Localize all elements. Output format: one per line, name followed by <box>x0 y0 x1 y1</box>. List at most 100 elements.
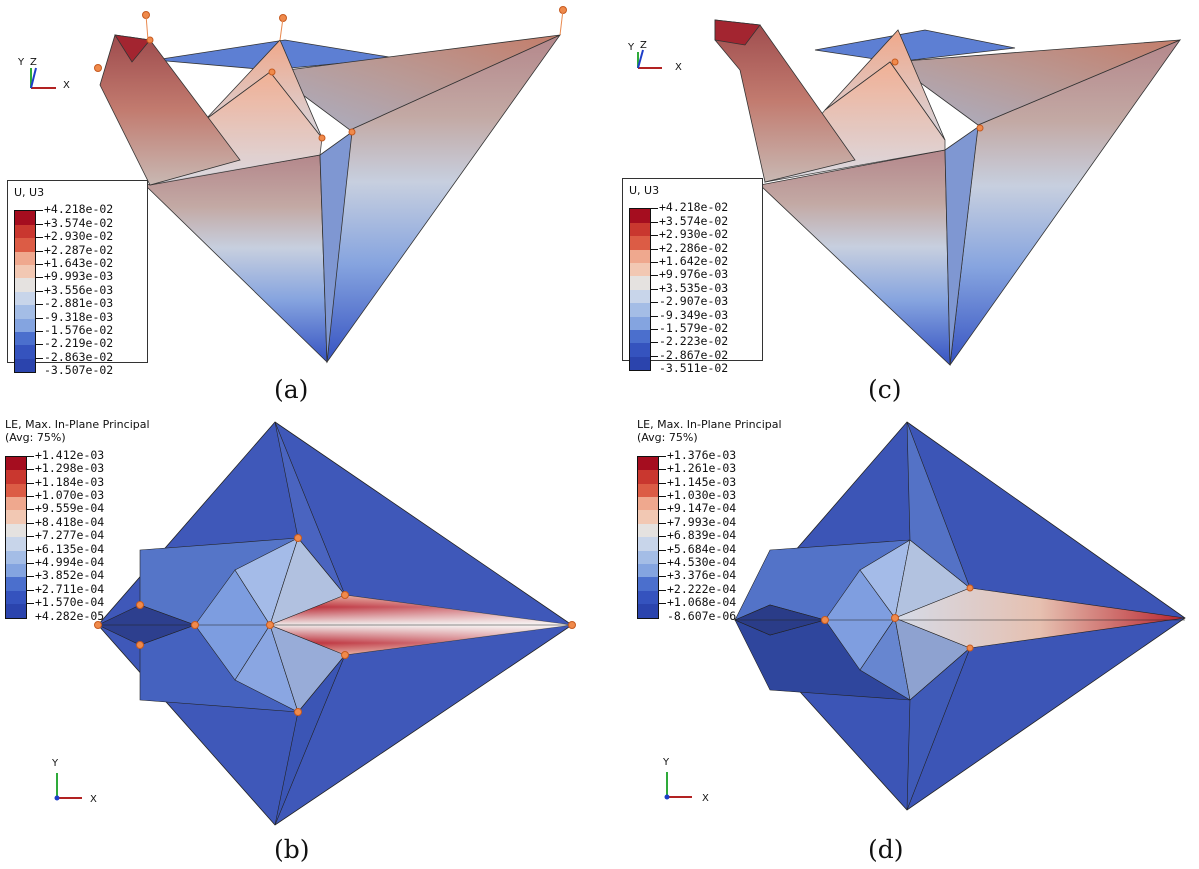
legend-swatch <box>15 290 43 306</box>
axis-y-label: Y <box>51 758 59 769</box>
caption-c: (c) <box>868 375 902 404</box>
axis-x-label: X <box>63 80 70 91</box>
legend-swatch <box>6 576 34 591</box>
legend-value: -8.607e-06 <box>667 608 737 623</box>
axis-triad: Y Z X <box>627 40 682 73</box>
legend-swatch <box>638 576 666 591</box>
legend-value: +3.556e-03 <box>44 282 114 297</box>
legend-value: +3.574e-02 <box>659 213 729 228</box>
legend-swatch <box>630 342 658 357</box>
legend-value: +3.535e-03 <box>659 280 729 295</box>
legend-swatch <box>15 223 43 239</box>
axis-y-label: Y <box>662 757 670 768</box>
legend-swatch <box>6 562 34 578</box>
legend-swatch <box>15 317 43 332</box>
legend-value: -2.863e-02 <box>44 349 114 364</box>
legend-value: +1.145e-03 <box>667 474 737 489</box>
legend-swatch <box>630 328 658 344</box>
legend-title: LE, Max. In-Plane Principal (Avg: 75%) <box>637 418 782 445</box>
legend-swatch <box>630 275 658 290</box>
legend-swatch <box>630 248 658 263</box>
legend-value: -3.511e-02 <box>659 361 729 376</box>
legend-swatch <box>6 455 34 471</box>
legend-value: +5.684e-04 <box>667 541 737 556</box>
legend-value: -1.576e-02 <box>44 323 114 337</box>
legend-swatch <box>638 522 666 538</box>
legend-swatch <box>6 495 34 511</box>
axis-y-label: Y <box>627 42 635 53</box>
axis-z-label: Z <box>30 57 37 68</box>
legend-swatch <box>15 250 43 265</box>
legend-c: U, U3 +4.218e-02 +3.574e-02 +2.930e-02 +2.2… <box>622 178 763 375</box>
legend-value: -1.579e-02 <box>659 321 729 335</box>
legend-value: +4.530e-04 <box>667 555 737 569</box>
legend-value: +9.559e-04 <box>35 501 105 516</box>
legend-swatch <box>6 536 34 551</box>
displacement-model-c: Y Z X <box>627 19 1182 366</box>
legend-swatch <box>638 509 666 524</box>
legend-swatch <box>15 304 43 319</box>
legend-value: +3.376e-04 <box>667 568 737 583</box>
legend-value: +1.642e-02 <box>659 254 729 268</box>
legend-swatch <box>15 210 43 225</box>
legend-value: +1.184e-03 <box>35 474 105 489</box>
legend-swatch <box>638 549 666 564</box>
legend-colorbar <box>14 210 43 374</box>
legend-value: +1.070e-03 <box>35 488 105 502</box>
legend-value: +4.218e-02 <box>659 200 729 215</box>
legend-swatch <box>6 549 34 564</box>
boundary-markers <box>94 6 567 142</box>
legend-value: +4.994e-04 <box>35 555 105 569</box>
legend-swatch <box>6 589 34 605</box>
displacement-model-a: Y Z X <box>17 6 567 364</box>
legend-swatch <box>15 263 43 279</box>
axis-triad: Y X <box>662 757 709 804</box>
legend-title: U, U3 <box>629 184 660 197</box>
legend-value: +1.068e-04 <box>667 595 737 610</box>
legend-value: +1.643e-02 <box>44 256 114 270</box>
legend-value: +4.218e-02 <box>44 202 114 217</box>
axis-x-label: X <box>90 794 97 805</box>
legend-swatch <box>630 355 658 371</box>
legend-value: -2.223e-02 <box>659 334 729 349</box>
legend-title: U, U3 <box>14 186 45 199</box>
legend-a: U, U3 +4.218e-02 +3.574e-02 +2.930e-02 +2.2… <box>7 180 148 377</box>
caption-a: (a) <box>274 375 309 404</box>
legend-b: LE, Max. In-Plane Principal (Avg: 75%) +… <box>5 418 165 623</box>
legend-value: +4.282e-05 <box>35 608 105 623</box>
legend-value: +6.839e-04 <box>667 528 737 543</box>
legend-value: +1.412e-03 <box>35 447 105 462</box>
caption-d: (d) <box>868 835 904 864</box>
legend-value: +2.222e-04 <box>667 581 737 596</box>
legend-swatch <box>638 469 666 484</box>
caption-b: (b) <box>274 835 310 864</box>
axis-x-label: X <box>702 793 709 804</box>
legend-swatch <box>630 261 658 277</box>
legend-swatch <box>630 315 658 330</box>
legend-value: +7.993e-04 <box>667 514 737 529</box>
legend-value: -2.867e-02 <box>659 347 729 362</box>
legend-value: -3.507e-02 <box>44 363 114 378</box>
legend-value: +9.976e-03 <box>659 267 729 282</box>
legend-value: +9.147e-04 <box>667 501 737 516</box>
strain-model-d: Y X <box>662 421 1186 811</box>
legend-swatch <box>6 522 34 538</box>
legend-swatch <box>638 589 666 605</box>
legend-swatch <box>15 330 43 346</box>
legend-value: +1.261e-03 <box>667 461 737 476</box>
legend-swatch <box>15 357 43 373</box>
legend-colorbar <box>637 455 666 619</box>
axis-triad: Y X <box>51 758 97 805</box>
legend-value: +9.993e-03 <box>44 269 114 284</box>
legend-colorbar <box>629 208 658 372</box>
legend-swatch <box>630 235 658 250</box>
legend-value: -9.318e-03 <box>44 309 114 324</box>
legend-value: +8.418e-04 <box>35 514 105 529</box>
legend-title: LE, Max. In-Plane Principal (Avg: 75%) <box>5 418 150 445</box>
panel-c: Y Z X U, U3 +4.218e-02 +3.574e-02 +2.930e-… <box>600 0 1199 410</box>
legend-value: +2.286e-02 <box>659 240 729 255</box>
legend-swatch <box>15 277 43 292</box>
legend-value: +7.277e-04 <box>35 528 105 543</box>
legend-swatch <box>638 455 666 471</box>
strain-model-b: Y X <box>51 421 576 826</box>
